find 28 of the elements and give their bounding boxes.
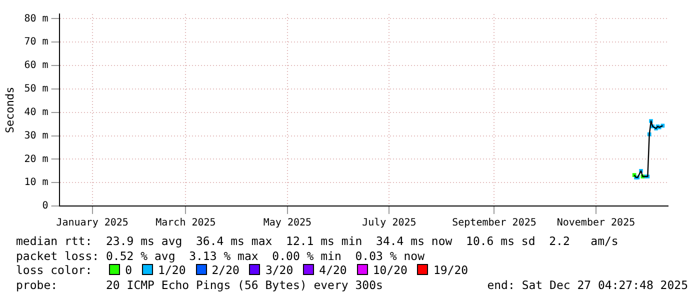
y-tick-label: 70 m [24,36,48,48]
y-tick-label: 50 m [24,84,48,95]
text: packet loss: 0.52 % avg 3.13 % max 0.00 % min 0.03 % now [16,248,426,263]
x-tick-label: March 2025 [156,218,216,229]
legend-label: 0 [125,263,132,277]
legend-label: 4/20 [319,263,347,277]
y-tick-label: 40 m [24,106,48,118]
legend-label: 10/20 [372,263,408,277]
y-tick-label: 10 m [24,177,48,188]
text: median rtt: 23.9 ms avg 36.4 ms max 12.1 ms min 34.4 ms now 10.6 ms sd 2.2 am/s [16,234,620,248]
x-tick-label: May 2025 [263,218,312,229]
x-tick-label: July 2025 [362,218,416,229]
x-tick-label: January 2025 [56,218,128,229]
text: end: Sat Dec 27 04:27:48 2025 [487,278,688,292]
legend-label: 2/20 [212,263,240,277]
legend-label: 3/20 [265,263,294,277]
y-tick-label: 60 m [24,60,48,72]
y-tick-label: 80 m [24,13,48,24]
x-tick-label: September 2025 [452,218,536,229]
y-tick-label: 0 [42,200,48,212]
y-tick-label: 20 m [24,154,48,165]
legend-title: loss color: [16,263,92,277]
legend-label: 1/20 [158,263,186,277]
x-tick-label: November 2025 [556,218,636,229]
y-tick-label: 30 m [24,130,48,142]
text: probe: 20 ICMP Echo Pings (56 Bytes) every 300s [16,278,383,292]
legend-label: 19/20 [433,263,468,277]
y-axis-title: Seconds [3,86,16,134]
